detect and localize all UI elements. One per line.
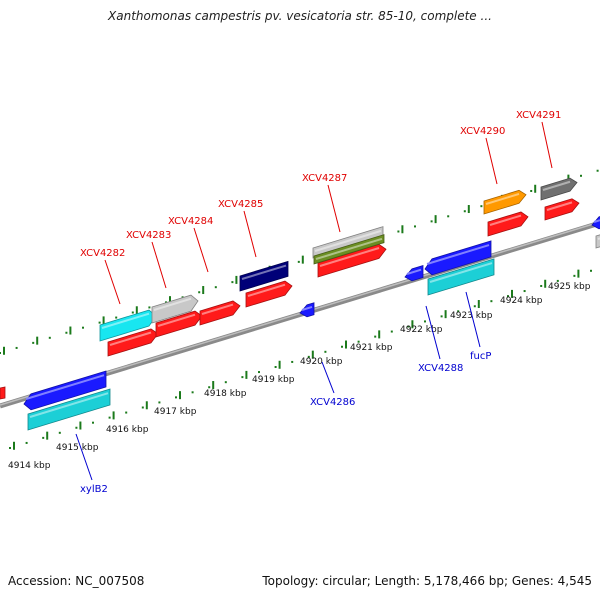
gene-feature-cds-blue[interactable]	[591, 216, 600, 230]
gene-feature-shine	[542, 180, 571, 191]
gene-feature-shine	[314, 229, 382, 252]
gene-feature-cds-blue[interactable]	[404, 264, 424, 282]
gene-label-leader	[151, 241, 167, 289]
gene-label[interactable]: XCV4282	[80, 248, 125, 259]
gene-feature-cds-blue[interactable]	[299, 302, 315, 318]
gene-label[interactable]: XCV4288	[418, 363, 463, 374]
gene-feature-shine	[29, 392, 109, 418]
gene-label[interactable]: XCV4283	[126, 230, 171, 241]
gene-feature-shine	[485, 192, 520, 205]
gene-label-leader	[485, 137, 498, 185]
gene-feature-cds-red[interactable]	[107, 328, 159, 357]
gene-feature-cds-red[interactable]	[0, 386, 6, 400]
gene-feature-shine	[153, 297, 192, 311]
gene-label-leader	[541, 121, 553, 169]
gene-label-leader	[465, 291, 481, 348]
gene-feature-gene-lightgray[interactable]	[595, 234, 600, 249]
gene-feature-shine	[593, 219, 600, 223]
kbp-label: 4925 kbp	[548, 282, 591, 292]
gene-feature-cds-red[interactable]	[199, 300, 241, 326]
gene-feature-shine	[247, 283, 286, 297]
kbp-label: 4924 kbp	[500, 296, 543, 306]
gene-label[interactable]: XCV4286	[310, 397, 355, 408]
gene-label-leader	[104, 259, 121, 305]
gene-feature-shine	[201, 303, 234, 315]
gene-feature-shine	[406, 268, 422, 275]
kbp-label: 4914 kbp	[8, 461, 51, 471]
gene-label[interactable]: XCV4287	[302, 173, 347, 184]
kbp-label: 4919 kbp	[252, 375, 295, 385]
gene-label-leader	[193, 227, 209, 273]
map-title: Xanthomonas campestris pv. vesicatoria s…	[108, 9, 492, 23]
gene-feature-shine	[429, 262, 493, 283]
kbp-label: 4921 kbp	[350, 343, 393, 353]
gene-label[interactable]: XCV4285	[218, 199, 263, 210]
gene-label-leader	[75, 433, 93, 481]
gene-feature-shine	[546, 201, 573, 211]
kbp-label: 4918 kbp	[204, 389, 247, 399]
gene-label[interactable]: xylB2	[80, 484, 108, 495]
gene-label-leader	[243, 210, 257, 258]
gene-feature-shine	[109, 331, 152, 346]
gene-feature-shine	[241, 264, 287, 280]
gene-label[interactable]: XCV4284	[168, 216, 213, 227]
kbp-label: 4915 kbp	[56, 443, 99, 453]
gene-feature-cds-red[interactable]	[245, 280, 293, 308]
gene-feature-gene-darkgray[interactable]	[540, 177, 578, 201]
gene-label[interactable]: fucP	[470, 351, 491, 362]
gene-feature-shine	[301, 305, 313, 311]
gene-feature-shine	[319, 247, 380, 267]
gene-feature-cds-red[interactable]	[544, 198, 580, 221]
kbp-label: 4916 kbp	[106, 425, 149, 435]
gene-feature-gene-lightgray[interactable]	[151, 294, 199, 324]
gene-feature-shine	[25, 374, 105, 400]
gene-label[interactable]: XCV4291	[516, 110, 561, 121]
gene-feature-cds-red[interactable]	[487, 211, 529, 237]
kbp-label: 4917 kbp	[154, 407, 197, 417]
gene-feature-shine	[426, 244, 490, 265]
gene-label-leader	[321, 361, 335, 394]
gene-feature-gene-orange[interactable]	[483, 189, 527, 215]
accession-label: Accession: NC_007508	[8, 574, 145, 588]
gene-label-leader	[327, 184, 341, 233]
gene-feature-shine	[489, 214, 522, 226]
gene-feature-shine	[157, 313, 196, 327]
gene-feature-shine	[101, 312, 150, 329]
kbp-label: 4920 kbp	[300, 357, 343, 367]
gene-label[interactable]: XCV4290	[460, 126, 505, 137]
gene-label-leader	[425, 305, 441, 360]
genome-stats: Topology: circular; Length: 5,178,466 bp…	[262, 574, 592, 588]
gene-feature-shine	[315, 237, 383, 260]
kbp-label: 4922 kbp	[400, 325, 443, 335]
kbp-label: 4923 kbp	[450, 311, 493, 321]
gene-feature-cds-red[interactable]	[155, 310, 203, 338]
